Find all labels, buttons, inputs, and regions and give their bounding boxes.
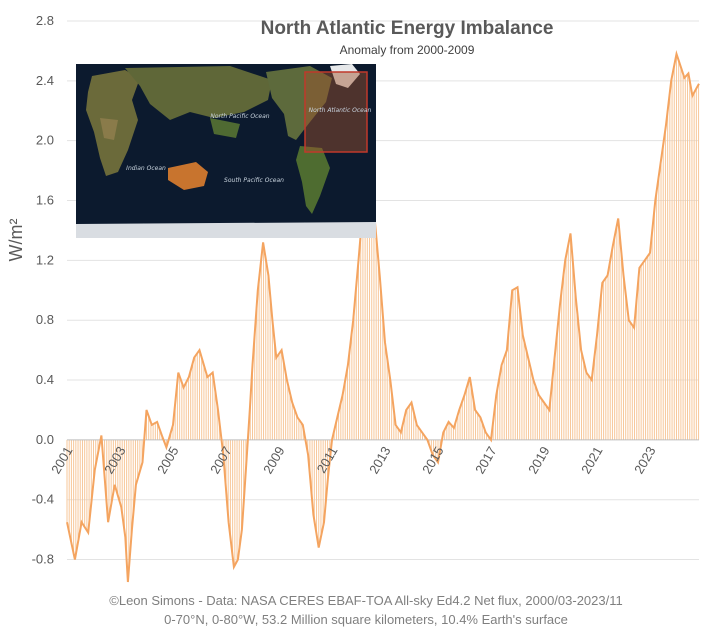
y-tick-label: 1.6 (36, 193, 54, 208)
y-tick-label: 2.8 (36, 13, 54, 28)
series-line (66, 49, 700, 583)
y-tick-label: 2.0 (36, 133, 54, 148)
map-inset: North Pacific Ocean North Atlantic Ocean… (76, 64, 376, 238)
map-label-north-pacific: North Pacific Ocean (210, 113, 269, 120)
y-tick-labels: 2.8 2.4 2.0 1.6 1.2 0.8 0.4 0.0 -0.4 -0.8 (32, 13, 54, 567)
map-label-indian: Indian Ocean (126, 165, 166, 172)
chart-title: North Atlantic Energy Imbalance (261, 18, 554, 39)
y-tick-label: 2.4 (36, 73, 54, 88)
footer-line-1: ©Leon Simons - Data: NASA CERES EBAF-TOA… (109, 593, 622, 608)
footer-line-2: 0-70°N, 0-80°W, 53.2 Million square kilo… (164, 612, 568, 627)
y-tick-label: -0.4 (32, 492, 54, 507)
y-tick-label: 0.0 (36, 432, 54, 447)
y-tick-label: 0.8 (36, 312, 54, 327)
y-tick-label: -0.8 (32, 552, 54, 567)
map-label-south-pacific: South Pacific Ocean (224, 177, 284, 184)
chart-subtitle: Anomaly from 2000-2009 (340, 43, 475, 57)
map-label-north-atlantic: North Atlantic Ocean (309, 107, 372, 114)
y-tick-label: 1.2 (36, 252, 54, 267)
y-axis-label: W/m² (6, 219, 26, 262)
y-tick-label: 0.4 (36, 372, 54, 387)
